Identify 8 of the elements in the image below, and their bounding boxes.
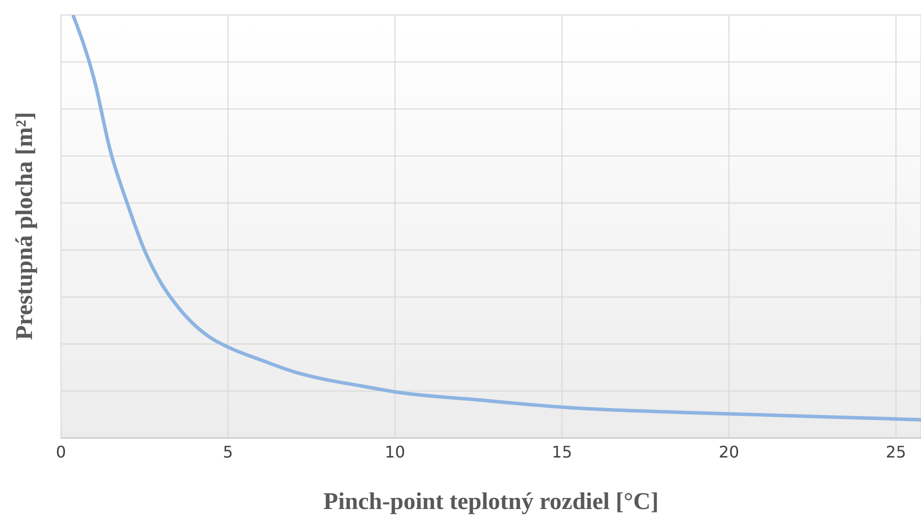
x-tick-label: 15	[552, 442, 572, 462]
x-axis-title: Pinch-point teplotný rozdiel [°C]	[323, 489, 659, 515]
x-tick-label: 10	[384, 442, 406, 462]
x-tick-label: 0	[56, 442, 66, 462]
x-tick-label: 25	[886, 442, 906, 462]
x-tick-label: 5	[222, 442, 234, 462]
y-axis-title: Prestupná plocha [m²]	[12, 112, 38, 340]
x-tick-label: 20	[718, 442, 740, 462]
